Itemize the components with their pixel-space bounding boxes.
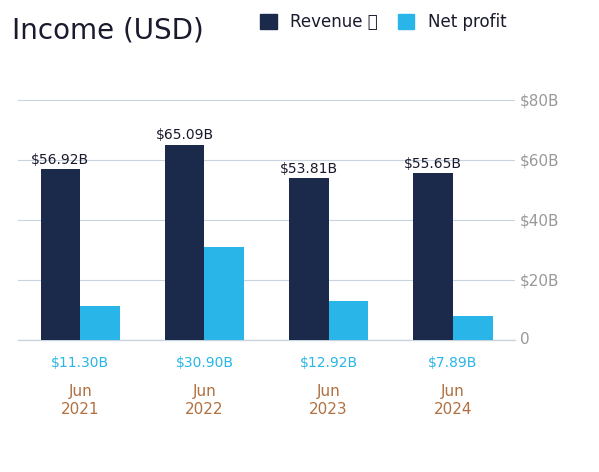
Text: $65.09B: $65.09B [156,128,214,142]
Bar [80,306,120,340]
Bar [165,144,204,340]
Text: $11.30B: $11.30B [52,356,110,371]
Text: $53.81B: $53.81B [280,162,338,176]
Text: $7.89B: $7.89B [428,356,477,371]
Text: $56.92B: $56.92B [31,153,89,167]
Bar [329,301,368,340]
Text: $55.65B: $55.65B [404,157,462,170]
Bar [453,316,492,340]
Bar [204,247,244,340]
Text: $30.90B: $30.90B [176,356,234,371]
Text: 0: 0 [520,332,530,347]
Bar [413,173,453,340]
Bar [41,169,80,340]
Text: Income (USD): Income (USD) [12,17,204,44]
Legend: Revenue ⓘ, Net profit: Revenue ⓘ, Net profit [260,13,506,31]
Text: $12.92B: $12.92B [300,356,358,371]
Bar [289,178,329,340]
